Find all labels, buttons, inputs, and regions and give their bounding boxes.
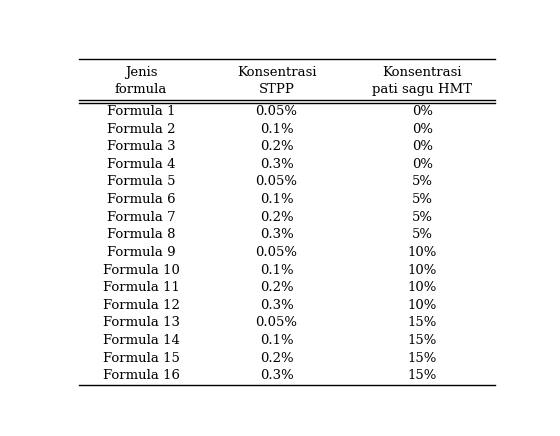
Text: 0.05%: 0.05% — [255, 176, 297, 188]
Text: Formula 3: Formula 3 — [107, 140, 175, 153]
Text: 0.1%: 0.1% — [260, 264, 293, 276]
Text: 0%: 0% — [412, 140, 433, 153]
Text: 0.1%: 0.1% — [260, 123, 293, 136]
Text: 0%: 0% — [412, 123, 433, 136]
Text: Formula 14: Formula 14 — [102, 334, 180, 347]
Text: 15%: 15% — [408, 334, 437, 347]
Text: Formula 5: Formula 5 — [107, 176, 175, 188]
Text: Jenis
formula: Jenis formula — [115, 66, 167, 96]
Text: 10%: 10% — [408, 299, 437, 312]
Text: 0%: 0% — [412, 158, 433, 171]
Text: 0.05%: 0.05% — [255, 317, 297, 330]
Text: Formula 11: Formula 11 — [102, 281, 180, 294]
Text: 0.2%: 0.2% — [260, 140, 293, 153]
Text: 5%: 5% — [412, 193, 433, 206]
Text: Formula 16: Formula 16 — [102, 369, 180, 382]
Text: 0.3%: 0.3% — [260, 369, 293, 382]
Text: 0%: 0% — [412, 105, 433, 118]
Text: 10%: 10% — [408, 246, 437, 259]
Text: 0.3%: 0.3% — [260, 299, 293, 312]
Text: 5%: 5% — [412, 211, 433, 224]
Text: 15%: 15% — [408, 317, 437, 330]
Text: 15%: 15% — [408, 352, 437, 365]
Text: 15%: 15% — [408, 369, 437, 382]
Text: 0.3%: 0.3% — [260, 158, 293, 171]
Text: 5%: 5% — [412, 228, 433, 242]
Text: Formula 7: Formula 7 — [107, 211, 175, 224]
Text: 0.2%: 0.2% — [260, 352, 293, 365]
Text: Formula 9: Formula 9 — [107, 246, 175, 259]
Text: 0.3%: 0.3% — [260, 228, 293, 242]
Text: Konsentrasi
STPP: Konsentrasi STPP — [237, 66, 316, 96]
Text: 5%: 5% — [412, 176, 433, 188]
Text: Formula 1: Formula 1 — [107, 105, 175, 118]
Text: Formula 12: Formula 12 — [102, 299, 180, 312]
Text: 10%: 10% — [408, 281, 437, 294]
Text: Formula 10: Formula 10 — [102, 264, 180, 276]
Text: Formula 15: Formula 15 — [102, 352, 180, 365]
Text: Konsentrasi
pati sagu HMT: Konsentrasi pati sagu HMT — [372, 66, 473, 96]
Text: Formula 8: Formula 8 — [107, 228, 175, 242]
Text: 0.05%: 0.05% — [255, 105, 297, 118]
Text: 0.05%: 0.05% — [255, 246, 297, 259]
Text: Formula 2: Formula 2 — [107, 123, 175, 136]
Text: 0.2%: 0.2% — [260, 211, 293, 224]
Text: Formula 4: Formula 4 — [107, 158, 175, 171]
Text: Formula 13: Formula 13 — [102, 317, 180, 330]
Text: 0.2%: 0.2% — [260, 281, 293, 294]
Text: 10%: 10% — [408, 264, 437, 276]
Text: 0.1%: 0.1% — [260, 334, 293, 347]
Text: 0.1%: 0.1% — [260, 193, 293, 206]
Text: Formula 6: Formula 6 — [107, 193, 175, 206]
